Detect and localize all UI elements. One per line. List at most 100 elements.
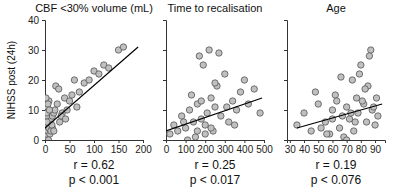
point [375, 113, 381, 119]
point [338, 74, 344, 80]
annotation: p < 0.076 [311, 173, 362, 187]
tick-mark [284, 20, 287, 21]
tick-mark [284, 110, 287, 111]
point [66, 98, 72, 104]
tick-label: 100 [86, 144, 103, 155]
point [368, 47, 374, 53]
tick-mark [290, 140, 291, 143]
tick [163, 20, 166, 21]
point [372, 122, 378, 128]
tick-label: 0 [33, 135, 39, 146]
point [45, 137, 51, 140]
point [362, 86, 368, 92]
tick: 200 [135, 140, 152, 155]
point [308, 128, 314, 134]
point [251, 86, 257, 92]
x-axis-line [167, 141, 265, 144]
point [336, 125, 342, 131]
point [208, 125, 214, 131]
plot-area [45, 44, 138, 140]
point [237, 89, 243, 95]
tick-label: 50 [64, 144, 76, 155]
point [212, 80, 218, 86]
panel-title: CBF <30% volume (mL) [35, 2, 153, 14]
tick-label: 150 [111, 144, 128, 155]
regression-line [166, 98, 262, 131]
tick [163, 140, 166, 141]
point [343, 137, 349, 140]
tick-mark [205, 140, 206, 143]
tick-label: 80 [356, 144, 368, 155]
x-axis: 0100200300400500 [164, 140, 274, 155]
point [76, 89, 82, 95]
tick [284, 110, 287, 111]
y-axis [163, 21, 167, 141]
point [349, 77, 355, 83]
point [62, 116, 68, 122]
point [54, 101, 60, 107]
tick: 100 [86, 140, 103, 155]
point [332, 92, 338, 98]
tick-mark [304, 140, 305, 143]
point [318, 125, 324, 131]
tick-mark [163, 50, 166, 51]
x-axis-line [288, 141, 386, 144]
point [358, 62, 364, 68]
y-axis: 010203040 [28, 15, 46, 146]
annotation: r = 0.19 [315, 158, 356, 172]
point [175, 128, 181, 134]
point [192, 134, 198, 140]
y-axis-line [163, 21, 167, 141]
y-axis-line [42, 21, 46, 141]
point [186, 107, 192, 113]
tick-label: 400 [237, 144, 254, 155]
tick-mark [119, 140, 120, 143]
point [178, 113, 184, 119]
point [196, 53, 202, 59]
tick-mark [284, 50, 287, 51]
point [202, 131, 208, 137]
tick-label: 30 [28, 45, 40, 56]
tick-mark [94, 140, 95, 143]
tick [284, 140, 287, 141]
tick: 0 [43, 140, 49, 155]
point [56, 86, 62, 92]
point [231, 122, 237, 128]
point [188, 92, 194, 98]
tick-label: 40 [28, 15, 40, 26]
point [218, 113, 224, 119]
tick: 70 [342, 140, 354, 155]
point [363, 119, 369, 125]
tick-label: 100 [178, 144, 195, 155]
y-axis-title: NIHSS post (24h) [6, 41, 17, 119]
tick-mark [70, 140, 71, 143]
tick-mark [163, 110, 166, 111]
tick-mark [225, 140, 226, 143]
tick-label: 30 [285, 144, 297, 155]
tick-label: 50 [313, 144, 325, 155]
point [120, 44, 126, 50]
annotation: r = 0.25 [194, 158, 235, 172]
point [167, 131, 173, 137]
tick-label: 200 [197, 144, 214, 155]
plot-area [166, 47, 263, 140]
point [46, 107, 52, 113]
tick: 90 [370, 140, 382, 155]
panel-title: Age [326, 2, 346, 14]
tick-mark [42, 50, 45, 51]
point [184, 137, 190, 140]
regression-line [297, 104, 382, 128]
tick: 30 [28, 45, 45, 56]
tick-mark [163, 80, 166, 81]
point [74, 104, 80, 110]
tick-label: 40 [299, 144, 311, 155]
tick-label: 300 [217, 144, 234, 155]
tick: 400 [237, 140, 254, 155]
tick-label: 70 [342, 144, 354, 155]
tick-mark [318, 140, 319, 143]
point [69, 92, 75, 98]
tick-mark [42, 80, 45, 81]
tick: 80 [356, 140, 368, 155]
tick-mark [42, 110, 45, 111]
point [71, 77, 77, 83]
